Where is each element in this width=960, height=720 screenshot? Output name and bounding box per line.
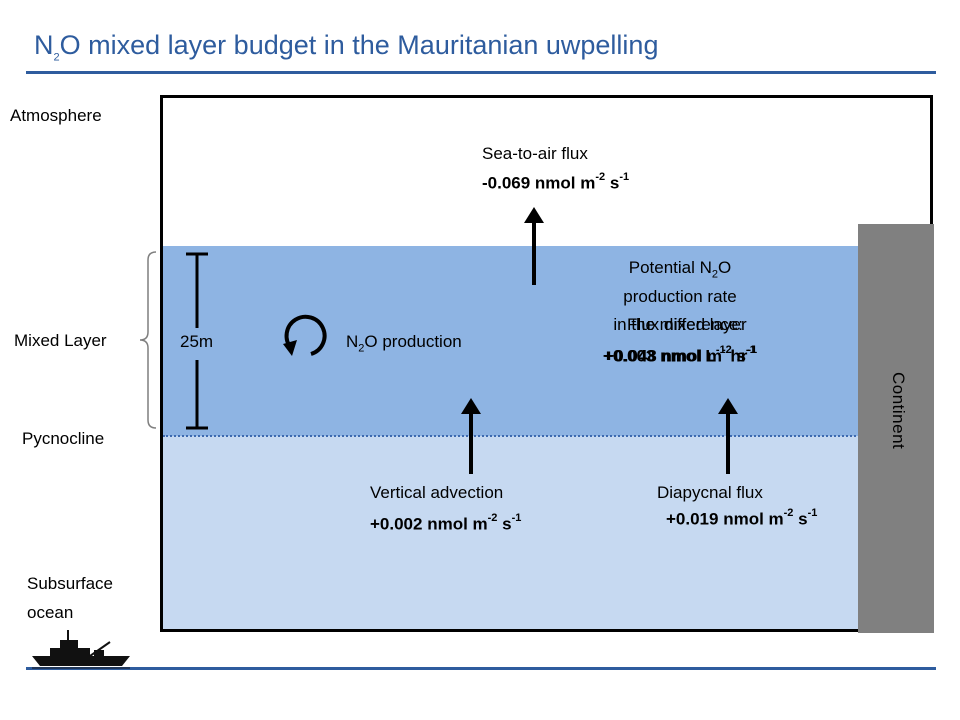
title-divider xyxy=(26,71,936,74)
flux-difference-value: +0.048 nmol m-2 s-1 xyxy=(604,344,756,366)
vertical-advection-value: +0.002 nmol m-2 s-1 xyxy=(370,512,522,534)
pycnocline-label: Pycnocline xyxy=(22,429,105,448)
continent-label: Continent xyxy=(889,372,908,450)
depth-scale-bar xyxy=(186,252,208,430)
sea-air-flux-value: -0.069 nmol m-2 s-1 xyxy=(482,171,630,193)
up-arrow-icon xyxy=(524,207,544,285)
n2o-production-label: N2O production xyxy=(346,332,462,355)
pycnocline-line xyxy=(163,435,863,437)
atmosphere-label: Atmosphere xyxy=(10,106,102,125)
vertical-advection-label: Vertical advection xyxy=(370,483,504,502)
potential-rate-value: +0.003 nmol L-1 hr-1 xyxy=(602,344,758,366)
diapycnal-flux-label: Diapycnal flux xyxy=(657,483,763,502)
depth-label: 25m xyxy=(180,332,214,351)
subsurface-label-2: ocean xyxy=(27,603,74,622)
subsurface-region xyxy=(163,436,930,629)
ship-icon xyxy=(32,630,130,669)
page-title: N2O mixed layer budget in the Mauritania… xyxy=(34,30,659,64)
mixed-layer-region xyxy=(163,246,930,436)
potential-line1: Potential N2O xyxy=(628,258,732,281)
potential-line2: production rate xyxy=(623,287,737,306)
up-arrow-icon xyxy=(718,398,738,474)
flux-difference-label: Flux difference: xyxy=(627,315,743,334)
diapycnal-flux-value: +0.019 nmol m-2 s-1 xyxy=(666,507,818,529)
potential-line3: in the mixed layer xyxy=(613,315,747,334)
mixed-layer-label: Mixed Layer xyxy=(14,331,107,350)
footer-divider xyxy=(26,667,936,670)
continent-block xyxy=(858,224,934,633)
up-arrow-icon xyxy=(461,398,481,474)
mixed-layer-bracket xyxy=(139,251,157,429)
cycle-arrow-icon xyxy=(283,314,327,356)
sea-air-flux-label: Sea-to-air flux xyxy=(482,144,588,163)
subsurface-label-1: Subsurface xyxy=(27,574,113,593)
